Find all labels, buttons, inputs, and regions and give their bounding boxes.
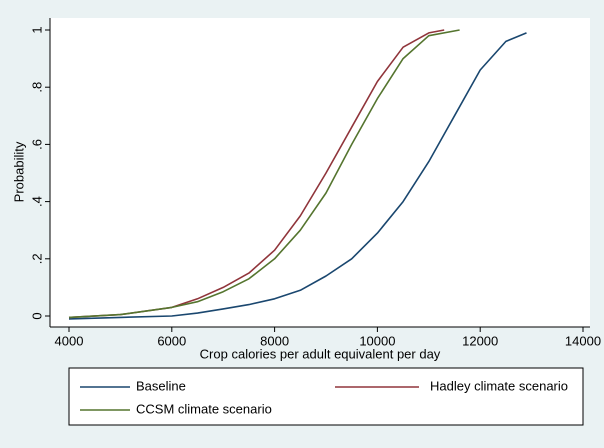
series-line (68, 29, 460, 319)
x-tick-label: 6000 (157, 333, 186, 348)
y-tick-label: 0 (29, 312, 44, 319)
legend-entry: Baseline (136, 378, 186, 393)
y-tick-label: .2 (29, 253, 44, 264)
x-tick-label: 10000 (359, 333, 395, 348)
x-tick-label: 8000 (260, 333, 289, 348)
legend (68, 367, 584, 426)
y-axis-label: Probability (11, 141, 26, 202)
plot-area (50, 18, 590, 327)
x-tick-label: 14000 (565, 333, 601, 348)
x-tick-label: 12000 (462, 333, 498, 348)
x-axis-label: Crop calories per adult equivalent per d… (200, 346, 441, 361)
y-tick-label: .8 (29, 82, 44, 93)
y-tick-label: .4 (29, 196, 44, 207)
y-tick-label: .6 (29, 139, 44, 150)
x-tick-label: 4000 (55, 333, 84, 348)
y-tick-label: 1 (29, 26, 44, 33)
series-line (68, 32, 527, 320)
legend-entry: Hadley climate scenario (430, 378, 568, 393)
legend-entry: CCSM climate scenario (136, 401, 272, 416)
